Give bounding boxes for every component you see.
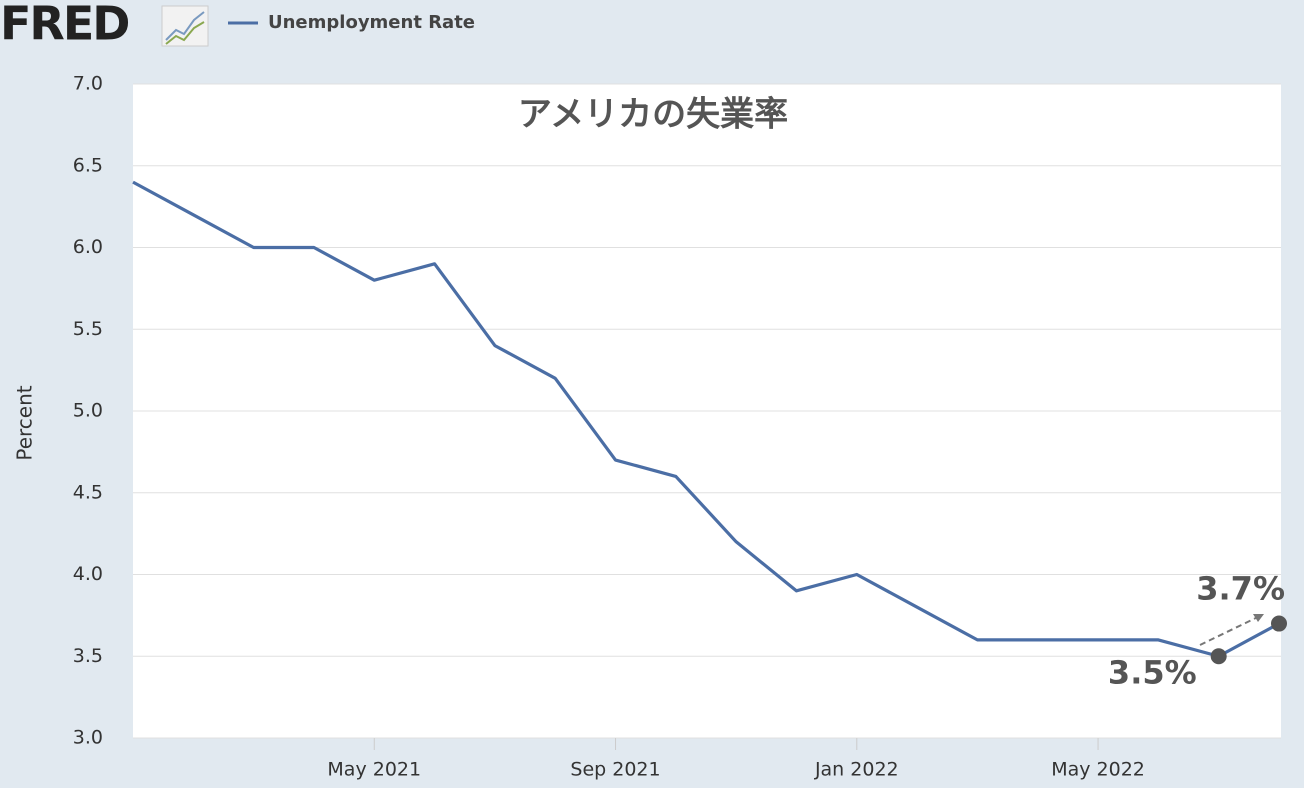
- y-tick-label: 5.0: [73, 400, 103, 422]
- annotation-arrow: [1199, 614, 1263, 646]
- y-tick-label: 3.0: [73, 727, 103, 749]
- y-tick-label: 3.5: [73, 645, 103, 667]
- brand-logo: FRED: [0, 0, 128, 51]
- logo-icon: [161, 5, 209, 47]
- y-tick-label: 6.5: [73, 154, 103, 176]
- y-tick-label: 5.5: [73, 318, 103, 340]
- arrow-head: [1253, 614, 1264, 622]
- data-line: [132, 180, 1280, 658]
- x-tick-label: Sep 2021: [570, 759, 660, 781]
- y-axis-label: Percent: [13, 385, 37, 460]
- x-tick-label: Jan 2022: [814, 759, 899, 781]
- x-tick-label: May 2022: [1051, 759, 1145, 781]
- value-label: 3.5%: [1108, 653, 1197, 691]
- chart-title: アメリカの失業率: [518, 95, 788, 135]
- y-tick-label: 6.0: [73, 236, 103, 258]
- value-label: 3.7%: [1196, 570, 1285, 608]
- x-tick-label: May 2021: [327, 759, 421, 781]
- legend-label: Unemployment Rate: [268, 12, 475, 33]
- data-point: [1210, 648, 1227, 665]
- y-tick-label: 4.0: [73, 563, 103, 585]
- y-tick-label: 4.5: [73, 481, 103, 503]
- y-tick-label: 7.0: [73, 73, 103, 95]
- data-point: [1271, 615, 1287, 632]
